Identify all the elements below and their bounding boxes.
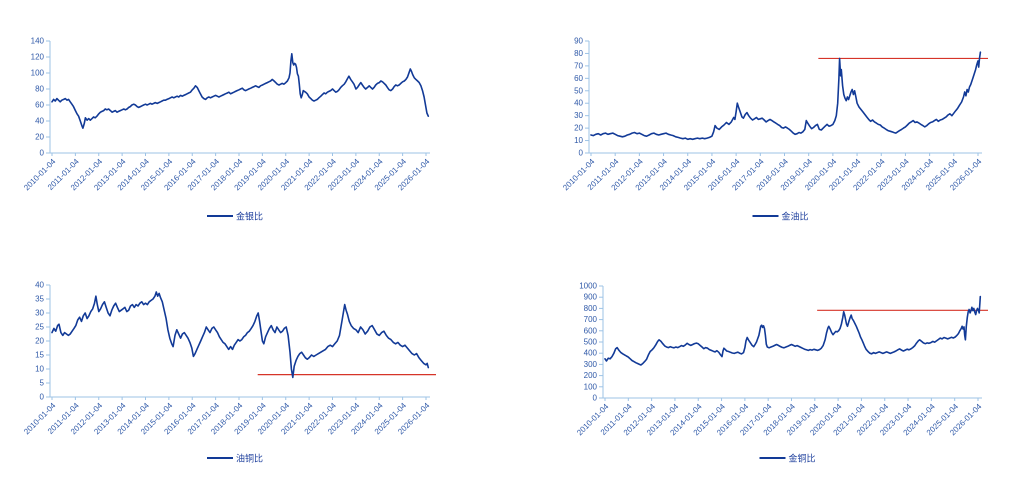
chart-canvas-gold-silver-ratio: 0204060801001201402010-01-042011-01-0420… bbox=[22, 37, 432, 222]
y-tick-label: 10 bbox=[35, 365, 44, 374]
y-tick-label: 40 bbox=[35, 281, 44, 290]
y-tick-label: 30 bbox=[35, 309, 44, 318]
chart-canvas-oil-copper-ratio: 05101520253035402010-01-042011-01-042012… bbox=[22, 281, 436, 464]
chart-gold-copper-ratio: 0 100 200 300 400 500 600 700 800 900 1000 2010-01-… bbox=[512, 242, 1024, 484]
y-tick-label: 90 bbox=[574, 37, 583, 46]
y-tick-label: 20 bbox=[35, 133, 44, 142]
legend-label-oil-copper-ratio: 油铜比 bbox=[236, 453, 263, 464]
y-tick-label: 900 bbox=[584, 293, 598, 302]
y-tick-label: 35 bbox=[35, 295, 44, 304]
y-tick-label: 5 bbox=[40, 379, 45, 388]
y-tick-label: 200 bbox=[584, 371, 598, 380]
y-tick-label: 60 bbox=[35, 101, 44, 110]
y-tick-label: 0 bbox=[40, 149, 45, 158]
series-line-gold-silver-ratio bbox=[51, 52, 430, 129]
y-tick-label: 300 bbox=[584, 360, 598, 369]
y-tick-label: 100 bbox=[584, 382, 598, 391]
legend-label-gold-copper-ratio: 金铜比 bbox=[789, 453, 816, 464]
y-tick-label: 0 bbox=[40, 393, 45, 402]
y-tick-label: 1000 bbox=[579, 282, 597, 291]
y-tick-label: 70 bbox=[574, 61, 583, 70]
chart-canvas-gold-copper-ratio: 010020030040050060070080090010002010-01-… bbox=[575, 282, 988, 464]
y-tick-label: 30 bbox=[574, 111, 583, 120]
y-tick-label: 140 bbox=[31, 37, 45, 46]
chart-gold-silver-ratio: 0 20 40 60 80 100 120 140 2010-01-04 2011-01-04 20… bbox=[0, 0, 512, 242]
y-tick-label: 25 bbox=[35, 323, 44, 332]
y-tick-label: 60 bbox=[574, 74, 583, 83]
y-tick-label: 0 bbox=[593, 394, 598, 403]
y-tick-label: 40 bbox=[35, 117, 44, 126]
y-tick-label: 700 bbox=[584, 315, 598, 324]
y-tick-label: 20 bbox=[35, 337, 44, 346]
y-tick-label: 20 bbox=[574, 124, 583, 133]
y-tick-label: 50 bbox=[574, 86, 583, 95]
y-tick-label: 80 bbox=[35, 85, 44, 94]
y-tick-label: 600 bbox=[584, 326, 598, 335]
chart-canvas-gold-oil-ratio: 01020304050607080902010-01-042011-01-042… bbox=[561, 37, 988, 222]
y-tick-label: 0 bbox=[579, 149, 584, 158]
legend-label-gold-silver-ratio: 金银比 bbox=[236, 211, 263, 222]
y-tick-label: 10 bbox=[574, 136, 583, 145]
y-tick-label: 120 bbox=[31, 53, 45, 62]
y-tick-label: 500 bbox=[584, 338, 598, 347]
y-tick-label: 400 bbox=[584, 349, 598, 358]
y-tick-label: 80 bbox=[574, 49, 583, 58]
y-tick-label: 15 bbox=[35, 351, 44, 360]
chart-gold-oil-ratio: 0 10 20 30 40 50 60 70 80 90 2010-01-04 2011-01-04 2… bbox=[512, 0, 1024, 242]
chart-oil-copper-ratio: 0 5 10 15 20 25 30 35 40 2010-01-04 2011-01-04 2012… bbox=[0, 242, 512, 484]
series-line-oil-copper-ratio bbox=[51, 291, 430, 379]
legend-label-gold-oil-ratio: 金油比 bbox=[782, 211, 809, 222]
series-line-gold-copper-ratio bbox=[604, 295, 982, 366]
y-tick-label: 40 bbox=[574, 99, 583, 108]
y-tick-label: 100 bbox=[31, 69, 45, 78]
y-tick-label: 800 bbox=[584, 304, 598, 313]
series-line-gold-oil-ratio bbox=[590, 51, 982, 141]
